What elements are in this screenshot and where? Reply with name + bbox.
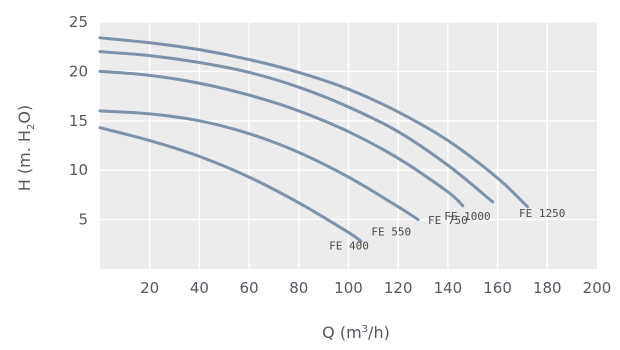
x-tick-label: 100 — [334, 279, 363, 297]
y-tick-label: 5 — [78, 211, 88, 229]
x-tick-label: 200 — [583, 279, 612, 297]
x-axis-ticks: 20 40 60 80 100 120 140 160 180 200 — [140, 279, 611, 297]
series-label-fe-400: FE 400 — [329, 239, 369, 252]
y-tick-label: 15 — [69, 112, 88, 130]
x-tick-label: 180 — [533, 279, 562, 297]
series-label-fe-1250: FE 1250 — [519, 207, 565, 220]
series-label-fe-750: FE 750 — [428, 214, 468, 227]
x-tick-label: 80 — [289, 279, 308, 297]
x-axis-title: Q (m3/h) — [322, 323, 390, 342]
series-label-fe-1000: FE 1000 — [444, 210, 490, 223]
series-label-fe-550: FE 550 — [371, 226, 411, 239]
y-axis-ticks: 5 10 15 20 25 — [69, 13, 88, 229]
curve-fe-1000 — [98, 50, 495, 204]
x-tick-label: 120 — [384, 279, 413, 297]
x-tick-label: 140 — [434, 279, 463, 297]
grid-lines — [100, 21, 597, 269]
curve-fe-1250 — [98, 36, 529, 209]
y-tick-label: 10 — [69, 161, 88, 179]
curve-fe-750 — [98, 69, 465, 208]
series-curves — [98, 36, 529, 243]
curve-fe-400 — [98, 126, 363, 243]
y-tick-label: 25 — [69, 13, 88, 31]
x-tick-label: 160 — [483, 279, 512, 297]
x-tick-label: 60 — [240, 279, 259, 297]
y-axis-title: H (m. H2O) — [15, 105, 37, 191]
x-tick-label: 20 — [140, 279, 159, 297]
y-tick-label: 20 — [69, 62, 88, 80]
curve-fe-550 — [98, 109, 420, 222]
x-tick-label: 40 — [190, 279, 209, 297]
